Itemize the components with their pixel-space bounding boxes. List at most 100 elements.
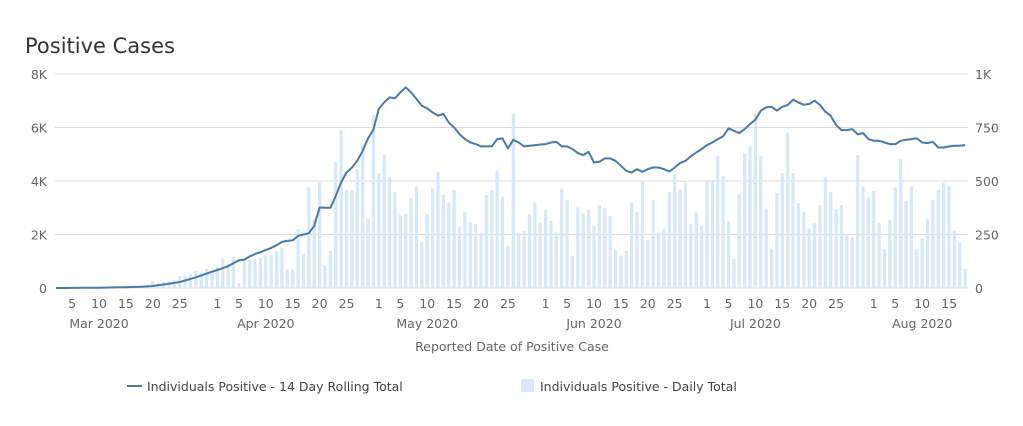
right-tick-label: 0 <box>975 281 983 296</box>
rolling-total-line <box>56 86 966 289</box>
daily-bar <box>269 254 273 288</box>
daily-bar <box>834 209 838 288</box>
daily-bar <box>759 155 763 288</box>
daily-bar <box>398 215 402 288</box>
x-tick-label: 1 <box>542 296 550 311</box>
x-tick-label: 10 <box>258 296 274 311</box>
daily-bar <box>694 212 698 288</box>
daily-bar <box>237 283 241 288</box>
daily-bar <box>194 270 198 288</box>
daily-bar <box>151 280 155 288</box>
daily-bar <box>468 222 472 288</box>
daily-bar <box>517 232 521 288</box>
daily-bar <box>377 173 381 288</box>
left-tick-label: 0 <box>39 281 47 296</box>
daily-bar <box>700 225 704 288</box>
daily-bar <box>344 189 349 288</box>
daily-bar <box>355 169 359 288</box>
daily-bar <box>743 154 747 288</box>
x-tick-label: 10 <box>586 296 602 311</box>
legend-item-rolling-total[interactable]: Individuals Positive - 14 Day Rolling To… <box>127 379 403 394</box>
daily-bar <box>920 238 924 288</box>
daily-bar <box>769 248 774 288</box>
x-tick-label: 15 <box>285 296 301 311</box>
x-tick-label: 15 <box>118 296 134 311</box>
daily-bar <box>635 211 639 288</box>
daily-bar <box>866 197 870 288</box>
daily-bar <box>339 130 343 288</box>
daily-bar <box>818 205 822 288</box>
daily-bar <box>554 232 558 288</box>
daily-bar <box>183 275 187 288</box>
daily-bar <box>958 241 962 288</box>
daily-bar <box>409 198 413 288</box>
daily-bar <box>947 185 951 288</box>
daily-bar <box>452 189 456 288</box>
daily-bar <box>393 191 397 288</box>
x-tick-label: 1 <box>213 296 221 311</box>
daily-bar <box>839 205 844 288</box>
daily-bar <box>280 247 284 288</box>
daily-bar <box>872 190 876 288</box>
daily-bar <box>231 256 236 288</box>
daily-bar <box>350 190 354 288</box>
daily-bar <box>656 232 661 288</box>
daily-bar <box>899 159 903 288</box>
legend-label-daily: Individuals Positive - Daily Total <box>540 379 737 394</box>
daily-bar <box>560 188 564 288</box>
daily-bar <box>845 234 849 288</box>
daily-bar <box>221 258 225 288</box>
daily-bar <box>780 173 784 288</box>
daily-bar <box>511 114 515 289</box>
daily-bar <box>823 177 827 288</box>
daily-bar <box>683 183 688 288</box>
daily-bar <box>651 199 655 288</box>
daily-bar <box>490 190 494 288</box>
x-tick-label: 20 <box>145 296 161 311</box>
daily-bar <box>952 231 957 288</box>
daily-bar <box>414 185 419 288</box>
daily-bar <box>931 199 935 288</box>
daily-bar <box>807 228 811 288</box>
daily-bar <box>318 182 322 288</box>
daily-bar <box>667 191 671 288</box>
x-tick-label: 15 <box>613 296 629 311</box>
daily-bar <box>726 220 731 288</box>
daily-bar <box>613 249 618 288</box>
daily-bar <box>630 202 634 288</box>
x-tick-label: 1 <box>375 296 383 311</box>
daily-bar <box>479 232 483 288</box>
daily-bar <box>764 208 768 288</box>
left-tick-label: 4K <box>31 174 48 189</box>
daily-bar <box>264 255 268 288</box>
x-tick-label: 20 <box>640 296 656 311</box>
daily-bar <box>587 209 591 288</box>
daily-bar <box>533 202 537 288</box>
x-tick-label: 10 <box>914 296 930 311</box>
daily-bar <box>441 194 445 288</box>
x-tick-label: 15 <box>774 296 790 311</box>
daily-bar <box>205 268 209 288</box>
daily-bar <box>624 250 628 288</box>
daily-bar <box>457 226 462 288</box>
daily-bar <box>312 219 316 288</box>
x-month-label: Jun 2020 <box>565 316 621 331</box>
x-month-label: Mar 2020 <box>69 316 128 331</box>
x-tick-label: 5 <box>235 296 243 311</box>
daily-bar <box>963 268 967 288</box>
daily-bar <box>210 271 214 288</box>
daily-bar <box>307 187 311 288</box>
right-tick-label: 1K <box>975 67 992 82</box>
daily-bar <box>495 170 499 288</box>
legend-item-daily-total[interactable]: Individuals Positive - Daily Total <box>521 379 737 394</box>
x-tick-label: 1 <box>870 296 878 311</box>
daily-bar <box>925 219 930 288</box>
daily-bar <box>565 199 569 288</box>
daily-bar <box>404 213 408 288</box>
x-tick-label: 10 <box>419 296 435 311</box>
daily-bar <box>296 229 300 288</box>
daily-bar <box>549 220 553 288</box>
daily-bar <box>382 154 386 288</box>
daily-bar <box>753 114 757 289</box>
rolling-line <box>56 86 966 289</box>
